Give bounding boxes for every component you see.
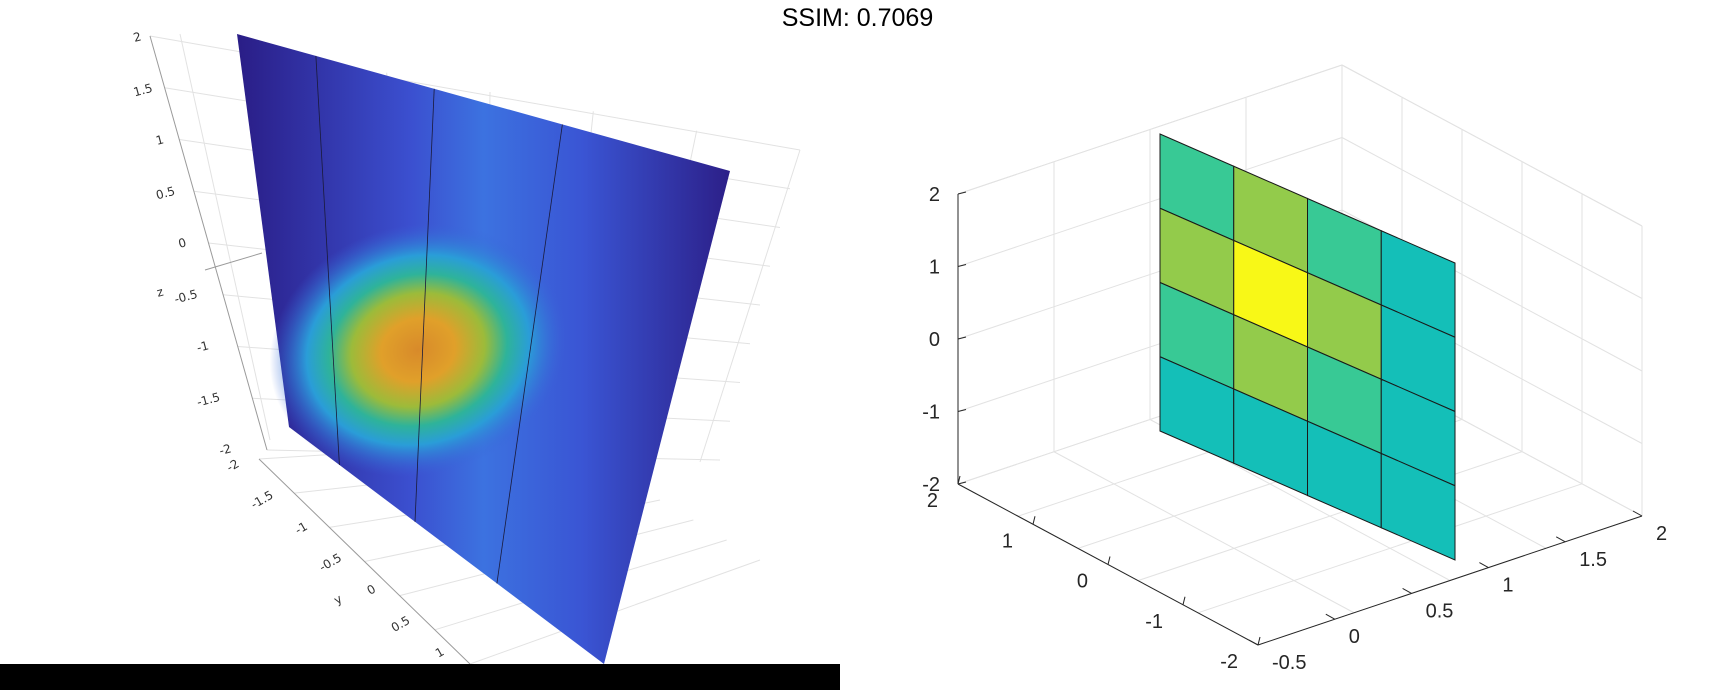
right-tick-labels: -2 -1 0 1 2 2 1 0 -1 -2 -0.5 0 0.5 1 1.5 2 bbox=[922, 184, 1667, 674]
surface-mesh-line bbox=[315, 55, 340, 465]
bottom-black-bar bbox=[0, 664, 840, 690]
heatmap-cell bbox=[1380, 452, 1456, 561]
right-z-tick-label: -1 bbox=[922, 402, 940, 424]
right-y-tick-label: -2 bbox=[1220, 651, 1238, 673]
right-y-tick-label: 2 bbox=[927, 490, 938, 512]
right-x-tick-label: 1 bbox=[1502, 575, 1513, 597]
right-x-axis-line bbox=[1257, 515, 1643, 646]
left-z-tick-label: 1.5 bbox=[132, 81, 154, 99]
right-x-tick bbox=[1325, 613, 1336, 620]
right-x-tick bbox=[1632, 510, 1643, 517]
right-z-tick-label: -2 bbox=[922, 474, 940, 496]
left-z-tick-label: -1 bbox=[195, 338, 210, 355]
surface-mesh-line bbox=[496, 124, 563, 584]
right-x-tick bbox=[1555, 536, 1566, 543]
right-x-tick bbox=[1479, 562, 1489, 569]
left-axis-tick bbox=[204, 252, 263, 271]
right-axis-lines bbox=[957, 191, 1643, 646]
right-x-tick-label: 0 bbox=[1349, 626, 1360, 648]
right-y-tick-label: 1 bbox=[1002, 530, 1013, 552]
right-x-tick-label: 0.5 bbox=[1426, 600, 1454, 622]
right-x-tick-label: 2 bbox=[1656, 523, 1667, 545]
right-y-tick bbox=[957, 475, 961, 485]
left-y-tick-label: 1 bbox=[433, 644, 447, 660]
left-y-tick-label: -0.5 bbox=[317, 550, 344, 574]
right-z-tick bbox=[957, 481, 967, 485]
right-x-tick-label: 1.5 bbox=[1579, 549, 1607, 571]
right-grid-line bbox=[1341, 64, 1643, 227]
chart-title: SSIM: 0.7069 bbox=[781, 4, 934, 32]
right-z-tick bbox=[957, 409, 967, 412]
heatmap-cells bbox=[1159, 133, 1456, 561]
left-z-axis-line bbox=[149, 35, 268, 451]
right-z-tick-label: 0 bbox=[929, 329, 940, 351]
surface-peak bbox=[269, 223, 567, 477]
right-z-tick bbox=[957, 264, 967, 267]
left-axis-lines bbox=[149, 35, 471, 664]
right-grid-line bbox=[1137, 451, 1523, 582]
right-grid-line bbox=[1197, 483, 1583, 614]
left-axes: -2 -1.5 -1 -0.5 0 0.5 1 1.5 2 z -2 -1.5 -1 -0.5 0 0.5 1 y bbox=[132, 29, 801, 664]
right-grid-line bbox=[1341, 137, 1643, 299]
right-z-tick bbox=[957, 191, 967, 195]
left-z-tick-label: -1.5 bbox=[195, 390, 221, 410]
left-y-tick-label: 0.5 bbox=[389, 613, 413, 635]
right-z-tick bbox=[957, 336, 967, 340]
left-y-axis-label: y bbox=[331, 592, 344, 608]
right-z-tick-label: 1 bbox=[929, 257, 940, 279]
left-y-tick-label: -2 bbox=[224, 456, 241, 474]
right-y-tick-label: 0 bbox=[1077, 571, 1088, 593]
left-y-tick-label: -1.5 bbox=[248, 488, 275, 512]
right-z-tick-label: 2 bbox=[929, 184, 940, 206]
left-grid-line bbox=[179, 33, 271, 441]
left-z-tick-label: -2 bbox=[218, 441, 233, 458]
right-y-tick bbox=[1032, 516, 1036, 525]
left-z-tick-label: 0 bbox=[177, 235, 188, 251]
right-x-tick bbox=[1248, 639, 1259, 646]
right-x-tick bbox=[1402, 587, 1412, 594]
left-grid-line bbox=[699, 149, 801, 463]
surface-mesh-line bbox=[414, 88, 435, 522]
left-z-tick-label: 2 bbox=[132, 29, 143, 45]
right-grid-line bbox=[1053, 451, 1355, 614]
right-y-tick bbox=[1182, 596, 1186, 605]
right-grid-line bbox=[957, 64, 1343, 195]
right-x-tick-label: -0.5 bbox=[1272, 652, 1306, 674]
left-y-tick-label: 0 bbox=[365, 582, 379, 598]
surface-mesh-lines bbox=[315, 55, 563, 584]
left-y-axis-line bbox=[258, 458, 471, 664]
left-z-axis-label: z bbox=[155, 285, 165, 300]
right-y-tick bbox=[1257, 636, 1261, 646]
right-y-tick-label: -1 bbox=[1145, 611, 1163, 633]
left-z-tick-label: 0.5 bbox=[154, 184, 176, 202]
left-y-tick-label: -1 bbox=[292, 519, 309, 537]
left-z-tick-label: -0.5 bbox=[173, 287, 199, 307]
left-z-tick-label: 1 bbox=[154, 132, 165, 148]
right-axes: -2 -1 0 1 2 2 1 0 -1 -2 -0.5 0 0.5 1 1.5 2 bbox=[922, 64, 1667, 674]
right-y-tick bbox=[1107, 556, 1111, 565]
